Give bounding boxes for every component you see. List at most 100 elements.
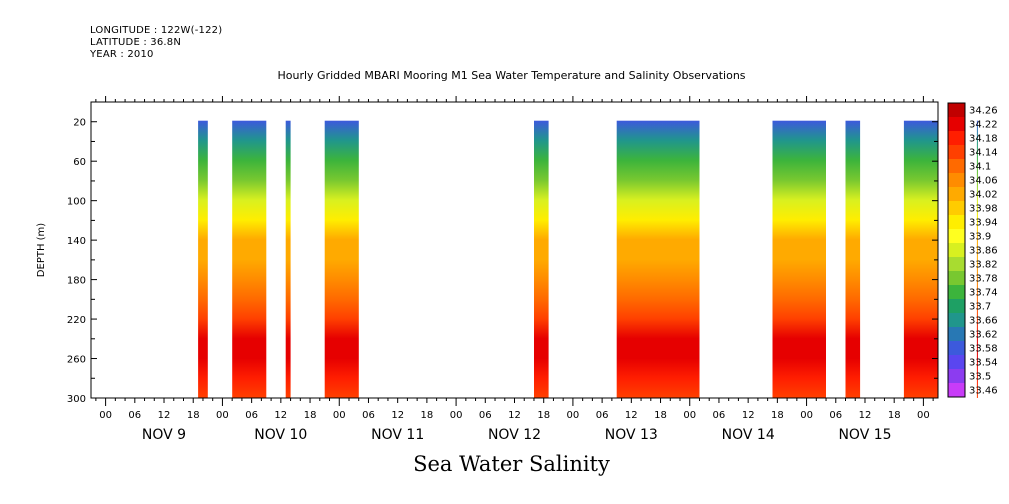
- colorbar-swatch: [948, 383, 965, 398]
- salinity-band: [903, 120, 938, 398]
- x-hour-tick-label: 18: [421, 410, 434, 421]
- x-hour-tick-label: 18: [537, 410, 550, 421]
- colorbar-label: 33.62: [969, 330, 998, 341]
- x-hour-tick-label: 12: [391, 410, 404, 421]
- colorbar: 34.26 34.22 34.18 34.14 34.1 34.06 34.02 33.98 3…: [947, 102, 998, 398]
- y-tick-label: 60: [73, 157, 86, 168]
- x-hour-tick-label: 12: [274, 410, 287, 421]
- salinity-band: [324, 120, 359, 398]
- x-hour-tick-label: 06: [596, 410, 609, 421]
- variable-title: Sea Water Salinity: [413, 452, 610, 476]
- colorbar-label: 34.26: [969, 106, 998, 117]
- x-hour-tick-label: 18: [654, 410, 667, 421]
- colorbar-label: 34.14: [969, 148, 998, 159]
- x-hour-tick-label: 00: [800, 410, 813, 421]
- x-hour-tick-label: 06: [245, 410, 258, 421]
- salinity-band: [232, 120, 267, 398]
- colorbar-swatch: [948, 103, 965, 118]
- colorbar-label: 33.58: [969, 344, 998, 355]
- salinity-band: [976, 120, 978, 398]
- x-hour-tick-label: 00: [333, 410, 346, 421]
- colorbar-label: 33.74: [969, 288, 998, 299]
- chart-title: Hourly Gridded MBARI Mooring M1 Sea Wate…: [277, 69, 746, 82]
- salinity-band: [285, 120, 291, 398]
- colorbar-swatch: [948, 271, 965, 286]
- colorbar-swatch: [948, 313, 965, 328]
- y-tick-label: 140: [67, 236, 86, 247]
- colorbar-label: 33.82: [969, 260, 998, 271]
- x-day-label: NOV 13: [605, 427, 658, 443]
- colorbar-swatch: [948, 299, 965, 314]
- y-tick-label: 180: [67, 276, 86, 287]
- latitude-label: LATITUDE : 36.8N: [90, 37, 182, 48]
- x-day-label: NOV 14: [722, 427, 775, 443]
- x-hour-tick-label: 06: [713, 410, 726, 421]
- x-hour-tick-label: 00: [216, 410, 229, 421]
- x-hour-tick-label: 18: [888, 410, 901, 421]
- colorbar-swatch: [948, 369, 965, 384]
- colorbar-label: 33.66: [969, 316, 998, 327]
- x-hour-tick-label: 00: [683, 410, 696, 421]
- x-hour-tick-label: 06: [362, 410, 375, 421]
- colorbar-swatch: [948, 131, 965, 146]
- x-hour-tick-label: 12: [859, 410, 872, 421]
- x-hour-tick-label: 00: [99, 410, 112, 421]
- colorbar-swatch: [948, 257, 965, 272]
- y-axis-label: DEPTH (m): [36, 223, 47, 277]
- colorbar-swatch: [948, 215, 965, 230]
- colorbar-swatch: [948, 341, 965, 356]
- colorbar-swatch: [948, 145, 965, 160]
- colorbar-label: 33.78: [969, 274, 998, 285]
- colorbar-label: 33.54: [969, 358, 998, 369]
- colorbar-label: 33.9: [969, 232, 991, 243]
- y-tick-label: 300: [67, 394, 86, 405]
- colorbar-swatch: [948, 327, 965, 342]
- x-day-label: NOV 15: [838, 427, 891, 443]
- colorbar-label: 34.06: [969, 176, 998, 187]
- x-hour-tick-label: 12: [508, 410, 521, 421]
- colorbar-swatch: [948, 173, 965, 188]
- colorbar-label: 34.02: [969, 190, 998, 201]
- y-tick-label: 260: [67, 355, 86, 366]
- colorbar-frame: [947, 102, 966, 398]
- year-label: YEAR : 2010: [90, 49, 154, 60]
- x-hour-tick-label: 12: [625, 410, 638, 421]
- colorbar-label: 34.18: [969, 134, 998, 145]
- colorbar-swatch: [948, 285, 965, 300]
- colorbar-label: 34.1: [969, 162, 991, 173]
- colorbar-label: 33.5: [969, 372, 991, 383]
- y-tick-label: 20: [73, 118, 86, 129]
- colorbar-swatch: [948, 355, 965, 370]
- x-hour-tick-label: 06: [128, 410, 141, 421]
- salinity-band: [198, 120, 208, 398]
- colorbar-label: 33.46: [969, 386, 998, 397]
- colorbar-swatch: [948, 229, 965, 244]
- x-day-label: NOV 11: [371, 427, 424, 443]
- x-hour-tick-label: 18: [771, 410, 784, 421]
- colorbar-label: 33.7: [969, 302, 991, 313]
- y-tick-label: 220: [67, 315, 86, 326]
- salinity-band: [616, 120, 700, 398]
- colorbar-swatch: [948, 187, 965, 202]
- colorbar-label: 33.98: [969, 204, 998, 215]
- x-day-label: NOV 9: [142, 427, 186, 443]
- colorbar-label: 34.22: [969, 120, 998, 131]
- longitude-label: LONGITUDE : 122W(-122): [90, 25, 223, 36]
- x-hour-tick-label: 00: [450, 410, 463, 421]
- colorbar-label: 33.94: [969, 218, 998, 229]
- x-hour-tick-label: 12: [742, 410, 755, 421]
- salinity-band: [534, 120, 549, 398]
- x-hour-tick-label: 06: [829, 410, 842, 421]
- x-hour-tick-label: 00: [917, 410, 930, 421]
- y-tick-label: 100: [67, 197, 86, 208]
- colorbar-swatch: [948, 159, 965, 174]
- colorbar-swatch: [948, 117, 965, 132]
- x-hour-tick-label: 12: [158, 410, 171, 421]
- x-hour-tick-label: 06: [479, 410, 492, 421]
- colorbar-swatch: [948, 201, 965, 216]
- x-hour-tick-label: 18: [304, 410, 317, 421]
- colorbar-label: 33.86: [969, 246, 998, 257]
- x-hour-tick-label: 18: [187, 410, 200, 421]
